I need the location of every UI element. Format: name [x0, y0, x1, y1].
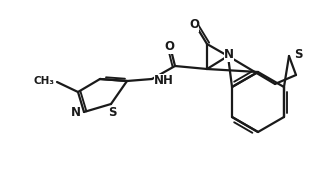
Text: N: N	[224, 49, 234, 61]
Text: NH: NH	[154, 73, 174, 86]
Text: S: S	[108, 106, 116, 119]
Text: O: O	[189, 18, 199, 31]
Text: O: O	[164, 41, 174, 53]
Text: S: S	[294, 49, 303, 61]
Text: CH₃: CH₃	[34, 76, 55, 86]
Text: N: N	[71, 106, 81, 120]
